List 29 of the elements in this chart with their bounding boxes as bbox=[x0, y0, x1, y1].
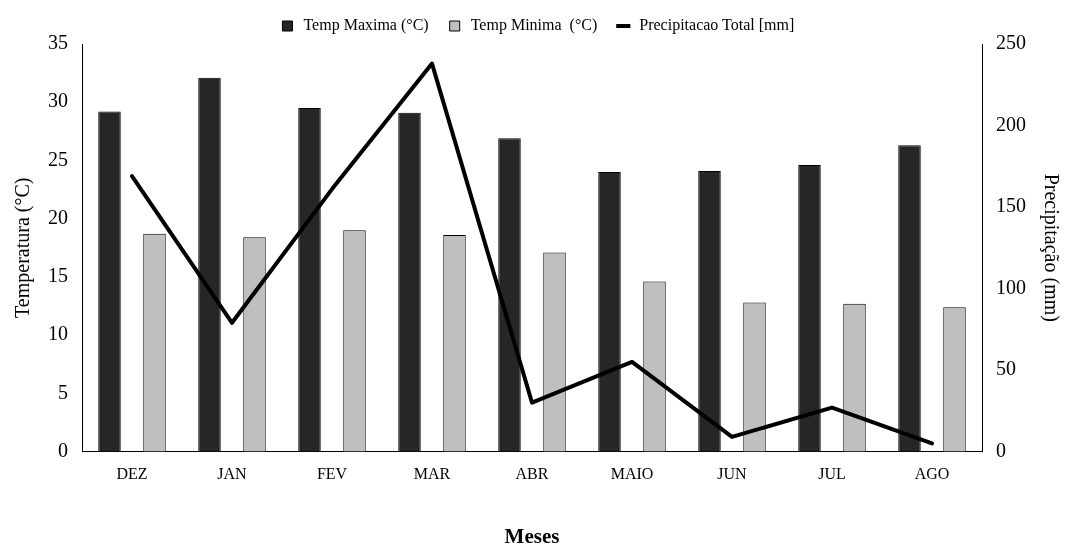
x-tick-label: JAN bbox=[217, 465, 248, 483]
y-tick-label: 30 bbox=[48, 89, 68, 112]
y-tick-label: 15 bbox=[48, 264, 68, 287]
y-axis-title: Temperatura (°C) bbox=[11, 177, 35, 319]
legend-label: Precipitacao Total [mm] bbox=[639, 16, 795, 35]
x-tick-label: FEV bbox=[316, 465, 348, 483]
y-tick-label: 0 bbox=[58, 438, 68, 461]
y2-tick-label: 200 bbox=[996, 112, 1026, 135]
x-tick-label: JUL bbox=[818, 465, 846, 483]
legend-label: Temp Minima (°C) bbox=[470, 16, 598, 35]
y2-tick-label: 100 bbox=[996, 275, 1026, 298]
x-tick-label: JUN bbox=[717, 465, 748, 483]
y2-tick-label: 0 bbox=[996, 438, 1006, 461]
x-tick-label: MAR bbox=[413, 465, 451, 483]
x-tick-label: DEZ bbox=[116, 465, 148, 483]
x-tick-label: MAIO bbox=[610, 465, 654, 483]
y-tick-label: 35 bbox=[48, 31, 68, 54]
x-axis-title: Meses bbox=[504, 523, 560, 548]
y2-tick-label: 50 bbox=[996, 357, 1016, 380]
y2-tick-label: 150 bbox=[996, 194, 1026, 217]
y2-tick-label: 250 bbox=[996, 31, 1026, 54]
y2-axis-title: Precipitação (mm) bbox=[1039, 173, 1063, 322]
y-tick-label: 5 bbox=[58, 380, 68, 403]
y-tick-label: 10 bbox=[48, 322, 68, 345]
legend-label: Temp Maxima (°C) bbox=[303, 16, 429, 35]
x-tick-label: AGO bbox=[914, 465, 950, 483]
y-tick-label: 20 bbox=[48, 205, 68, 228]
x-tick-label: ABR bbox=[515, 465, 549, 483]
y-tick-label: 25 bbox=[48, 147, 68, 170]
